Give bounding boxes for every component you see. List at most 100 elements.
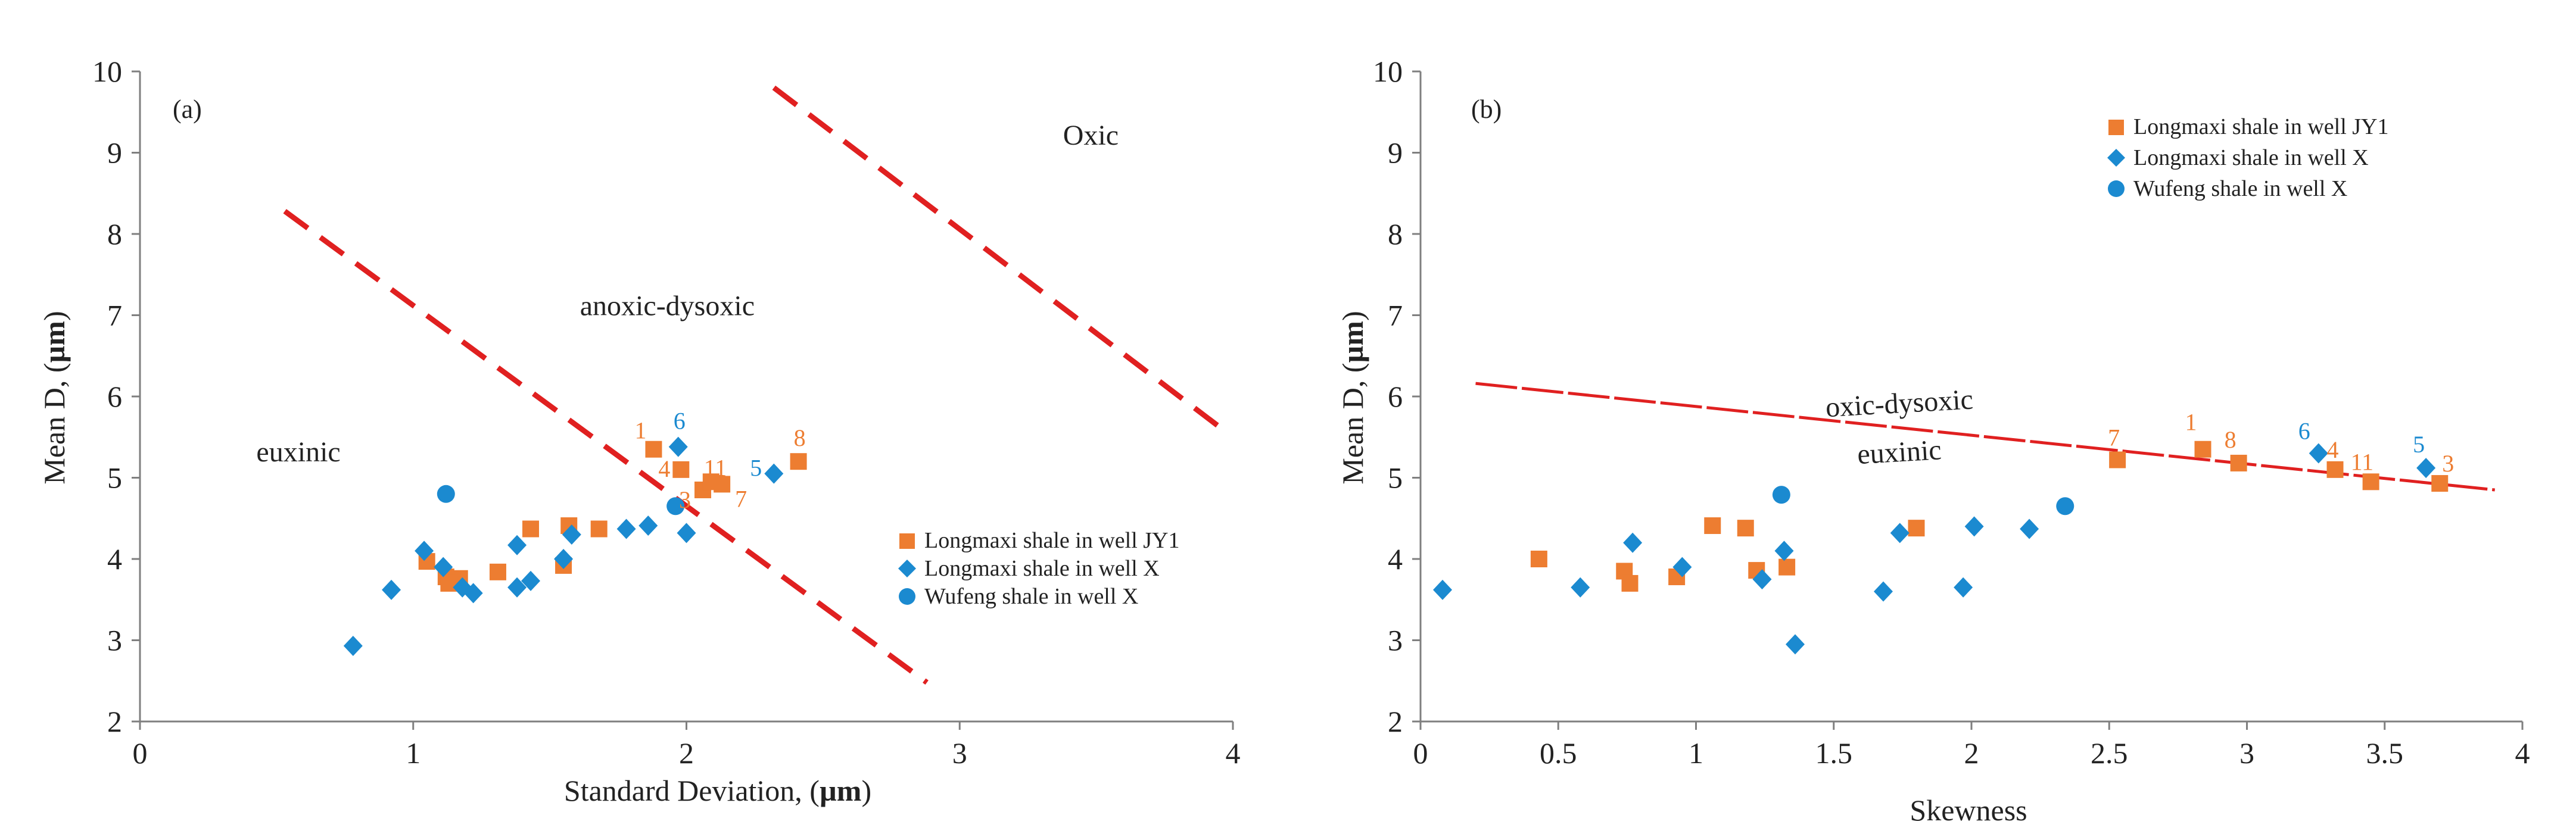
- panel-b-x-axis-title: Skewness: [1910, 794, 2027, 827]
- y-tick-label: 2: [107, 705, 122, 738]
- data-point-circle: [1772, 486, 1790, 504]
- data-point-square: [1704, 517, 1721, 535]
- x-tick-label: 3.5: [2366, 736, 2404, 770]
- data-point-square: [1908, 520, 1925, 537]
- point-number-label: 7: [2108, 424, 2120, 451]
- data-point-circle: [666, 497, 685, 516]
- y-tick-label: 9: [1388, 136, 1403, 170]
- legend-square-marker: [2108, 120, 2124, 135]
- y-tick-label: 3: [107, 624, 122, 657]
- y-tick-label: 6: [107, 380, 122, 413]
- y-tick-label: 6: [1388, 380, 1403, 413]
- x-tick-label: 1: [1689, 736, 1703, 770]
- boundary-line: [1475, 382, 2496, 492]
- y-tick-label: 10: [92, 55, 122, 88]
- data-point-diamond: [1874, 581, 1893, 602]
- x-tick-label: 0: [1413, 736, 1428, 770]
- point-number-label: 3: [679, 486, 691, 513]
- y-tick-label: 9: [107, 136, 122, 170]
- data-point-square: [2431, 475, 2449, 492]
- legend-circle-marker: [899, 588, 915, 605]
- panel-b-label: (b): [1471, 95, 1502, 124]
- data-point-diamond: [382, 579, 401, 600]
- legend-diamond-marker: [2107, 149, 2125, 167]
- x-tick-label: 0: [133, 736, 148, 770]
- data-point-square: [645, 441, 662, 458]
- data-point-diamond: [677, 523, 696, 543]
- x-tick-label: 2.5: [2091, 736, 2128, 770]
- data-point-diamond: [1786, 634, 1805, 655]
- data-point-square: [489, 563, 506, 580]
- data-point-circle: [437, 485, 455, 503]
- data-point-diamond: [562, 524, 581, 545]
- panel-a-label: (a): [173, 95, 202, 124]
- legend-entry-wufeng: Wufeng shale in well X: [924, 584, 1138, 609]
- point-number-label: 8: [2225, 426, 2237, 453]
- boundary-line: [772, 85, 1229, 436]
- legend-entry-wufeng: Wufeng shale in well X: [2133, 176, 2347, 201]
- x-tick-label: 1: [406, 736, 420, 770]
- panel-b-y-axis-title: Mean D, (µm): [1336, 311, 1369, 484]
- point-number-label: 6: [674, 408, 686, 435]
- data-point-square: [790, 453, 807, 470]
- x-tick-label: 3: [2239, 736, 2254, 770]
- data-point-diamond: [507, 577, 527, 598]
- data-point-square: [2326, 461, 2344, 478]
- data-point-square: [1621, 574, 1639, 592]
- data-point-diamond: [1774, 541, 1794, 561]
- legend-entry-x: Longmaxi shale in well X: [924, 556, 1160, 581]
- x-tick-label: 2: [679, 736, 694, 770]
- data-point-diamond: [2020, 518, 2039, 539]
- legend-diamond-marker: [898, 560, 916, 577]
- point-number-label: 4: [658, 455, 670, 482]
- legend-entry-jy1: Longmaxi shale in well JY1: [924, 528, 1179, 553]
- y-tick-label: 8: [1388, 217, 1403, 251]
- data-point-square: [2362, 473, 2379, 491]
- data-point-square: [2109, 451, 2126, 468]
- y-tick-label: 5: [107, 461, 122, 495]
- point-number-label: 4: [2327, 436, 2339, 463]
- y-tick-label: 7: [107, 299, 122, 332]
- data-point-square: [590, 520, 608, 538]
- data-point-square: [2194, 441, 2211, 458]
- panel-b-legend: Longmaxi shale in well JY1 Longmaxi shal…: [2107, 114, 2388, 201]
- data-point-diamond: [1890, 523, 1910, 543]
- point-number-label: 11: [704, 454, 727, 481]
- data-point-diamond: [507, 535, 527, 555]
- data-point-square: [2230, 454, 2247, 471]
- y-tick-label: 10: [1373, 55, 1403, 88]
- y-tick-label: 2: [1388, 705, 1403, 738]
- data-point-diamond: [616, 518, 636, 539]
- point-number-label: 1: [2185, 409, 2197, 436]
- point-number-label: 7: [735, 485, 747, 512]
- x-tick-label: 4: [1226, 736, 1241, 770]
- x-tick-label: 4: [2515, 736, 2530, 770]
- y-tick-label: 3: [1388, 624, 1403, 657]
- legend-square-marker: [899, 533, 915, 549]
- panel-a-legend: Longmaxi shale in well JY1 Longmaxi shal…: [898, 528, 1179, 609]
- y-tick-label: 8: [107, 217, 122, 251]
- point-number-label: 5: [750, 455, 762, 482]
- data-point-diamond: [764, 463, 784, 484]
- data-point-square: [1530, 551, 1547, 567]
- data-point-diamond: [554, 549, 574, 569]
- y-tick-label: 5: [1388, 461, 1403, 495]
- data-point-diamond: [343, 636, 363, 657]
- data-point-diamond: [1433, 579, 1452, 600]
- x-tick-label: 3: [952, 736, 967, 770]
- data-point-diamond: [2416, 458, 2436, 479]
- data-point-square: [672, 461, 690, 478]
- panel-a-y-axis-title: Mean D, (µm): [38, 311, 71, 484]
- data-point-diamond: [1964, 516, 1984, 537]
- data-point-diamond: [1752, 569, 1772, 590]
- data-point-square: [1778, 558, 1796, 576]
- data-point-diamond: [638, 516, 658, 536]
- point-number-label: 5: [2413, 431, 2425, 458]
- region-euxinic-label: euxinic: [256, 436, 340, 468]
- data-point-square: [522, 520, 540, 538]
- region-anoxic-dysoxic-label: anoxic-dysoxic: [580, 291, 755, 322]
- data-point-diamond: [434, 557, 453, 577]
- region-euxinic-label: euxinic: [1857, 434, 1942, 470]
